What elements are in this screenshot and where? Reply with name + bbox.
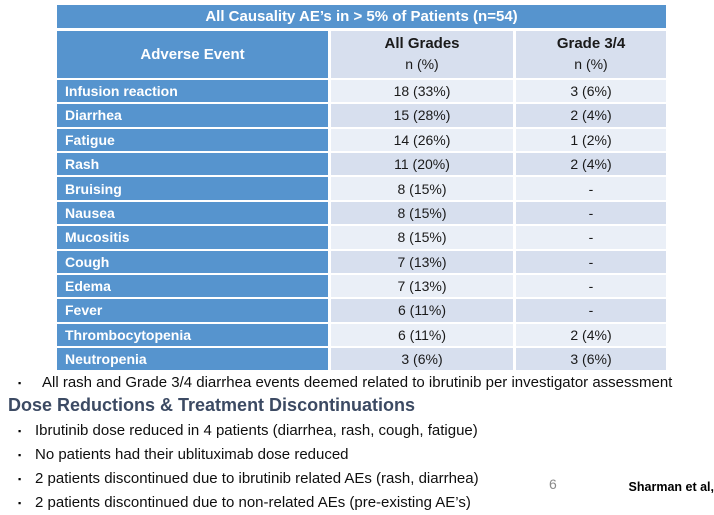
table-row-all-grades: 7 (13%) xyxy=(331,250,513,273)
page-number: 6 xyxy=(549,476,557,492)
note-bullet-text: 2 patients discontinued due to non-relat… xyxy=(35,494,471,511)
table-row-event: Neutropenia xyxy=(57,348,328,371)
table-row-grade-3-4: - xyxy=(516,177,666,200)
table-row-event: Fever xyxy=(57,299,328,322)
table-row-event: Infusion reaction xyxy=(57,79,328,103)
table-row-event: Cough xyxy=(57,250,328,273)
bullet-icon: ▪ xyxy=(18,378,22,388)
note-top-bullet: ▪ All rash and Grade 3/4 diarrhea events… xyxy=(8,373,708,393)
column-header-grade-3-4-unit: n (%) xyxy=(574,56,608,73)
table-row-all-grades: 14 (26%) xyxy=(331,128,513,151)
note-top-bullet-text: All rash and Grade 3/4 diarrhea events d… xyxy=(42,374,673,391)
table-row-all-grades: 8 (15%) xyxy=(331,177,513,200)
table-row-all-grades: 15 (28%) xyxy=(331,104,513,127)
bullet-icon: ▪ xyxy=(18,450,22,460)
column-header-adverse-event: Adverse Event xyxy=(57,31,328,78)
table-row-grade-3-4: 3 (6%) xyxy=(516,79,666,103)
table-row-grade-3-4: 3 (6%) xyxy=(516,348,666,371)
table-row-grade-3-4: 2 (4%) xyxy=(516,152,666,176)
table-row-event: Thrombocytopenia xyxy=(57,323,328,347)
note-bullet-text: 2 patients discontinued due to ibrutinib… xyxy=(35,470,479,487)
table-row-grade-3-4: - xyxy=(516,299,666,322)
table-row-event: Diarrhea xyxy=(57,104,328,127)
citation: Sharman et al, xyxy=(628,480,714,494)
column-header-all-grades-unit: n (%) xyxy=(405,56,439,73)
table-title: All Causality AE’s in > 5% of Patients (… xyxy=(57,5,666,28)
column-header-all-grades: All Grades n (%) xyxy=(331,31,513,78)
table-row-all-grades: 8 (15%) xyxy=(331,201,513,225)
table-row-all-grades: 11 (20%) xyxy=(331,152,513,176)
notes-heading: Dose Reductions & Treatment Discontinuat… xyxy=(8,395,416,415)
table-row-all-grades: 6 (11%) xyxy=(331,299,513,322)
note-bullet: ▪ Ibrutinib dose reduced in 4 patients (d… xyxy=(8,419,708,443)
table-row-grade-3-4: 2 (4%) xyxy=(516,323,666,347)
notes-section: ▪ All rash and Grade 3/4 diarrhea events… xyxy=(8,373,708,515)
table-row-all-grades: 3 (6%) xyxy=(331,348,513,371)
table-row-all-grades: 8 (15%) xyxy=(331,226,513,249)
table-row-event: Mucositis xyxy=(57,226,328,249)
note-bullet: ▪ No patients had their ublituximab dose … xyxy=(8,443,708,467)
table-row-all-grades: 18 (33%) xyxy=(331,79,513,103)
column-header-grade-3-4: Grade 3/4 n (%) xyxy=(516,31,666,78)
table-row-event: Fatigue xyxy=(57,128,328,151)
bullet-icon: ▪ xyxy=(18,474,22,484)
note-bullet-text: Ibrutinib dose reduced in 4 patients (di… xyxy=(35,422,478,439)
note-bullet: ▪ 2 patients discontinued due to non-rela… xyxy=(8,491,708,515)
table-row-all-grades: 7 (13%) xyxy=(331,274,513,298)
bullet-icon: ▪ xyxy=(18,498,22,508)
bullet-icon: ▪ xyxy=(18,426,22,436)
column-header-grade-3-4-label: Grade 3/4 xyxy=(556,35,626,53)
table-row-event: Bruising xyxy=(57,177,328,200)
notes-bullet-list: ▪ Ibrutinib dose reduced in 4 patients (d… xyxy=(8,419,708,515)
table-row-grade-3-4: - xyxy=(516,226,666,249)
table-row-grade-3-4: 2 (4%) xyxy=(516,104,666,127)
note-bullet-text: No patients had their ublituximab dose r… xyxy=(35,446,349,463)
table-row-grade-3-4: 1 (2%) xyxy=(516,128,666,151)
table-row-grade-3-4: - xyxy=(516,250,666,273)
table-row-event: Edema xyxy=(57,274,328,298)
adverse-events-table: Adverse Event All Grades n (%) Grade 3/4… xyxy=(57,31,666,371)
column-header-all-grades-label: All Grades xyxy=(384,35,460,53)
adverse-events-table-section: All Causality AE’s in > 5% of Patients (… xyxy=(57,5,666,371)
table-row-event: Nausea xyxy=(57,201,328,225)
table-row-all-grades: 6 (11%) xyxy=(331,323,513,347)
table-row-event: Rash xyxy=(57,152,328,176)
table-row-grade-3-4: - xyxy=(516,274,666,298)
table-row-grade-3-4: - xyxy=(516,201,666,225)
note-bullet: ▪ 2 patients discontinued due to ibrutini… xyxy=(8,467,708,491)
